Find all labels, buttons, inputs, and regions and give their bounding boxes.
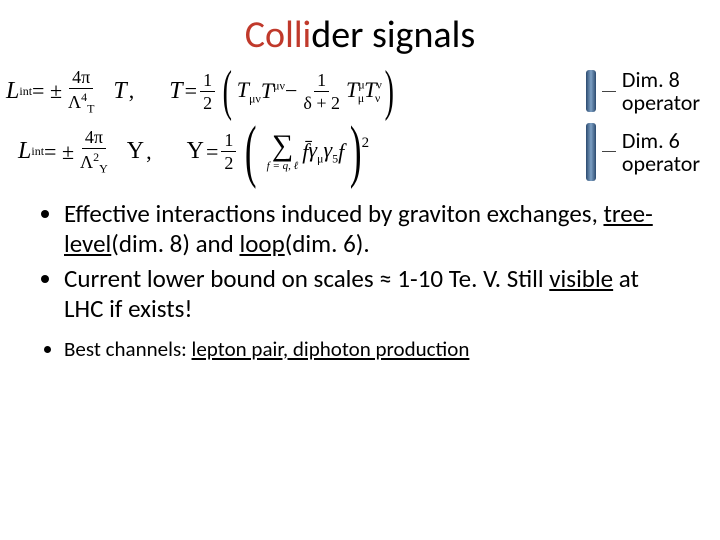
delta-fraction: 1 δ + 2 [300, 71, 343, 112]
tensor-term-2: Tμν [261, 78, 285, 104]
title-part-red: Colli [245, 12, 311, 58]
small-bullets: Best channels: lepton pair, diphoton pro… [0, 331, 720, 362]
operator-upsilon: Υ [127, 138, 144, 165]
minus: − [285, 78, 297, 104]
one-half: 1 2 [200, 71, 215, 112]
underline-visible: visible [549, 263, 613, 294]
label-dim8: Dim. 8 operator [622, 68, 700, 114]
frac-den: Λ4T [65, 89, 97, 115]
sum-subscript: f = q, ℓ [267, 161, 299, 172]
gamma-mu: γμ [308, 137, 323, 166]
f: f [338, 139, 344, 165]
equals: = [206, 139, 218, 165]
operator-T-rhs: T [169, 78, 182, 105]
underline-loop: loop [239, 228, 284, 259]
frac-num: 4π [69, 68, 93, 89]
brace-bar-icon [586, 70, 596, 112]
equation-dim8: Lint = ± 4π Λ4T T, T = 1 2 ( Tμν Tμν − 1… [0, 68, 399, 115]
tensor-term-3: Tμμ [346, 77, 364, 106]
brace-tick-icon [602, 151, 616, 152]
tensor-term-4: Tνν [364, 77, 380, 106]
tensor-term-1: Tμν [237, 77, 261, 106]
gamma-5: γ5 [323, 137, 338, 166]
brace-bar-icon [586, 123, 596, 181]
operator-upsilon-rhs: Υ [187, 138, 204, 165]
int-subscript: int [19, 84, 32, 99]
paren-group-dim8: ( Tμν Tμν − 1 δ + 2 Tμμ Tνν ) [218, 69, 399, 114]
equation-dim6: Lint = ± 4π Λ2Υ Υ, Υ = 1 2 ( ∑ f = q, ℓ … [0, 127, 369, 176]
squared-exponent: 2 [362, 135, 370, 152]
one-half: 1 2 [221, 131, 236, 172]
huge-paren-close-icon: ) [350, 127, 362, 176]
bullet-3: Best channels: lepton pair, diphoton pro… [64, 337, 676, 362]
operator-T: T [113, 78, 126, 105]
big-paren-open-icon: ( [223, 69, 232, 114]
slide-title: Collider signals [0, 0, 720, 64]
equals-pm: = ± [32, 78, 62, 104]
coupling-fraction: 4π Λ2Υ [77, 128, 111, 175]
bullet-1: Effective interactions induced by gravit… [64, 199, 676, 260]
sum-block: ∑ f = q, ℓ [267, 131, 299, 172]
label-dim6: Dim. 6 operator [622, 129, 700, 175]
lagrangian-symbol: L [6, 78, 19, 105]
bullet-2: Current lower bound on scales ≈ 1-10 Te.… [64, 264, 676, 325]
big-paren-close-icon: ) [385, 69, 394, 114]
brace-tick-icon [602, 91, 616, 92]
title-part-black: der signals [311, 12, 475, 58]
int-subscript: int [31, 144, 44, 159]
paren-group-dim6: ( ∑ f = q, ℓ f̄ γμ γ5 f ) [239, 127, 367, 176]
huge-paren-open-icon: ( [245, 127, 257, 176]
equation-row-dim6: Lint = ± 4π Λ2Υ Υ, Υ = 1 2 ( ∑ f = q, ℓ … [0, 119, 720, 185]
equation-row-dim8: Lint = ± 4π Λ4T T, T = 1 2 ( Tμν Tμν − 1… [0, 64, 720, 119]
equals: = [185, 78, 197, 104]
underline-channels: lepton pair, diphoton production [192, 336, 470, 362]
coupling-fraction: 4π Λ4T [65, 68, 97, 115]
equals-pm: = ± [44, 139, 74, 165]
sigma-icon: ∑ [272, 131, 293, 161]
lagrangian-symbol: L [18, 138, 31, 165]
main-bullets: Effective interactions induced by gravit… [0, 185, 720, 331]
